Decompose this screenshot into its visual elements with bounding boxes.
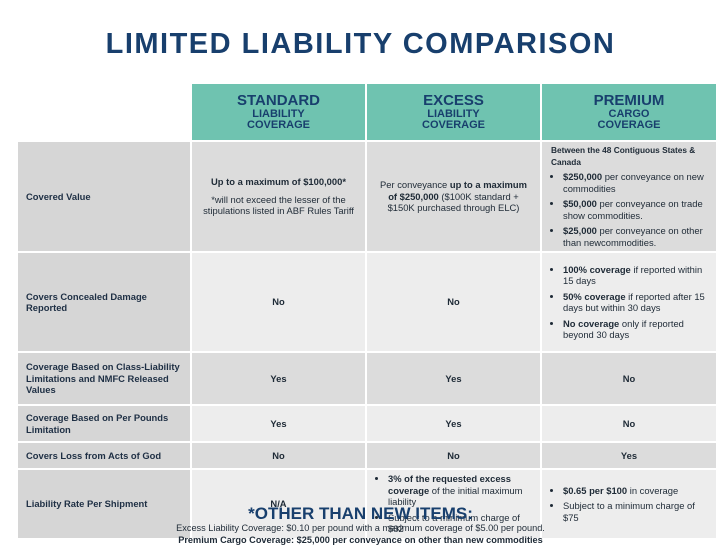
text-run: only if reported beyond 30 days <box>563 317 684 341</box>
column-header: EXCESS LIABILITY COVERAGE <box>367 84 540 140</box>
bullet-list: 3% of the requested excess coverage of t… <box>376 473 531 535</box>
table-row: Covered Value Up to a maximum of $100,000… <box>18 142 716 251</box>
paragraph: Per conveyance up to a maximum of $250,0… <box>376 179 531 214</box>
cell-value: No <box>192 253 365 351</box>
bullet-list: 100% coverage if reported within 15 days… <box>551 264 707 341</box>
bullet: $25,000 per conveyance on other than new… <box>563 225 707 248</box>
column-header: PREMIUM CARGO COVERAGE <box>542 84 716 140</box>
cell: $0.65 per $100 in coverage Subject to a m… <box>542 470 716 538</box>
bullet: Subject to a minimum charge of $82 <box>388 512 531 535</box>
bold-run: up to a maximum of $250,000 <box>388 179 527 202</box>
text-run: per conveyance on trade show commodities… <box>563 198 703 221</box>
footer-line: Premium Cargo Coverage: $25,000 per conv… <box>0 535 721 547</box>
bold-run: 3% of the requested excess coverage <box>388 473 511 496</box>
text-run: Excess Liability Coverage: $0.10 per pou… <box>176 523 545 533</box>
cell-value: No <box>542 406 716 441</box>
bullet: 50% coverage if reported after 15 days b… <box>563 291 707 314</box>
cell: Per conveyance up to a maximum of $250,0… <box>367 142 540 251</box>
column-subtitle: CARGO <box>608 108 650 120</box>
text-run: per conveyance on new commodities <box>563 171 704 194</box>
cell: Up to a maximum of $100,000* *will not ex… <box>192 142 365 251</box>
text-run: Subject to a minimum charge of $82 <box>388 511 520 535</box>
bold-run: No coverage <box>563 317 620 329</box>
bold-run: $0.65 per $100 <box>563 484 628 496</box>
column-subtitle: COVERAGE <box>247 119 310 131</box>
cell-value: No <box>367 253 540 351</box>
cell: Between the 48 Contiguous States & Canad… <box>542 142 716 251</box>
paragraph: Up to a maximum of $100,000* <box>201 176 356 188</box>
table-row: Coverage Based on Class-Liability Limita… <box>18 353 716 404</box>
column-subtitle: COVERAGE <box>422 119 485 131</box>
cell-value: No <box>542 353 716 404</box>
bold-run: 100% coverage <box>563 263 631 275</box>
row-label: Coverage Based on Class-Liability Limita… <box>18 353 190 404</box>
row-label: Liability Rate Per Shipment <box>18 470 190 538</box>
row-label: Covers Loss from Acts of God <box>18 443 190 468</box>
bullet-list: $250,000 per conveyance on new commoditi… <box>551 171 707 248</box>
bullet: $0.65 per $100 in coverage <box>563 485 707 497</box>
column-title: EXCESS <box>423 92 484 109</box>
column-subtitle: COVERAGE <box>597 119 661 131</box>
cell-value: N/A <box>192 470 365 538</box>
bullet: 100% coverage if reported within 15 days <box>563 264 707 287</box>
bullet: $250,000 per conveyance on new commoditi… <box>563 171 707 194</box>
cell: 100% coverage if reported within 15 days… <box>542 253 716 351</box>
text-run: of the initial maximum liability <box>388 484 523 508</box>
cell: 3% of the requested excess coverage of t… <box>367 470 540 538</box>
row-label: Coverage Based on Per Pounds Limitation <box>18 406 190 441</box>
table-row: Covers Loss from Acts of God No No Yes <box>18 443 716 468</box>
footer-line: Excess Liability Coverage: $0.10 per pou… <box>0 523 721 535</box>
bold-run: Premium Cargo Coverage: $25,000 per conv… <box>178 534 543 545</box>
text-run: if reported after 15 days but within 30 … <box>563 290 705 314</box>
bullet: No coverage only if reported beyond 30 d… <box>563 318 707 341</box>
cell-value: No <box>192 443 365 468</box>
cell-value: Yes <box>192 353 365 404</box>
blank-header <box>18 84 190 140</box>
row-label: Covered Value <box>18 142 190 251</box>
bold-run: $50,000 <box>563 198 597 209</box>
text-run: per conveyance on other than newcommodit… <box>563 225 703 248</box>
bullet-list: $0.65 per $100 in coverage Subject to a m… <box>551 485 707 524</box>
cell-value: Yes <box>367 353 540 404</box>
column-title: STANDARD <box>236 92 321 109</box>
bold-run: $250,000 <box>563 171 603 182</box>
cell-value: No <box>367 443 540 468</box>
cell-heading: Between the 48 Contiguous States & Canad… <box>551 145 696 167</box>
bold-run: 50% coverage <box>563 290 626 302</box>
page-title: LIMITED LIABILITY COMPARISON <box>105 28 616 60</box>
cell-value: Yes <box>542 443 716 468</box>
bold-run: Up to a maximum of $100,000* <box>211 176 346 188</box>
bullet: 3% of the requested excess coverage of t… <box>388 473 531 508</box>
column-title: PREMIUM <box>593 92 665 109</box>
footer: *OTHER THAN NEW ITEMS: Excess Liability … <box>0 505 721 546</box>
paragraph: *will not exceed the lesser of the stipu… <box>201 194 356 217</box>
text-run: if reported within 15 days <box>563 263 703 287</box>
table-row: Covers Concealed Damage ReportedNoNo100%… <box>18 253 716 351</box>
text-run: Subject to a minimum charge of $75 <box>563 500 695 523</box>
column-subtitle: LIABILITY <box>427 108 480 120</box>
column-header: STANDARD LIABILITY COVERAGE <box>192 84 365 140</box>
text-run: in coverage <box>627 484 679 496</box>
comparison-table: STANDARD LIABILITY COVERAGE EXCESS LIABILITY… <box>16 82 718 540</box>
header-row: STANDARD LIABILITY COVERAGE EXCESS LIABILITY… <box>18 84 716 140</box>
text-run: Per conveyance <box>380 179 450 191</box>
cell-value: Yes <box>192 406 365 441</box>
column-subtitle: LIABILITY <box>252 108 305 120</box>
footer-title: *OTHER THAN NEW ITEMS: <box>248 504 473 523</box>
table-row: Coverage Based on Per Pounds Limitation Y… <box>18 406 716 441</box>
cell-value: Yes <box>367 406 540 441</box>
text-run: *will not exceed the lesser of the stipu… <box>203 193 354 217</box>
row-label: Covers Concealed Damage Reported <box>18 253 190 351</box>
text-run: ($100K standard + $150K purchased throug… <box>387 190 520 214</box>
bullet: Subject to a minimum charge of $75 <box>563 500 707 523</box>
bold-run: $25,000 <box>563 225 597 236</box>
bullet: $50,000 per conveyance on trade show com… <box>563 198 707 221</box>
